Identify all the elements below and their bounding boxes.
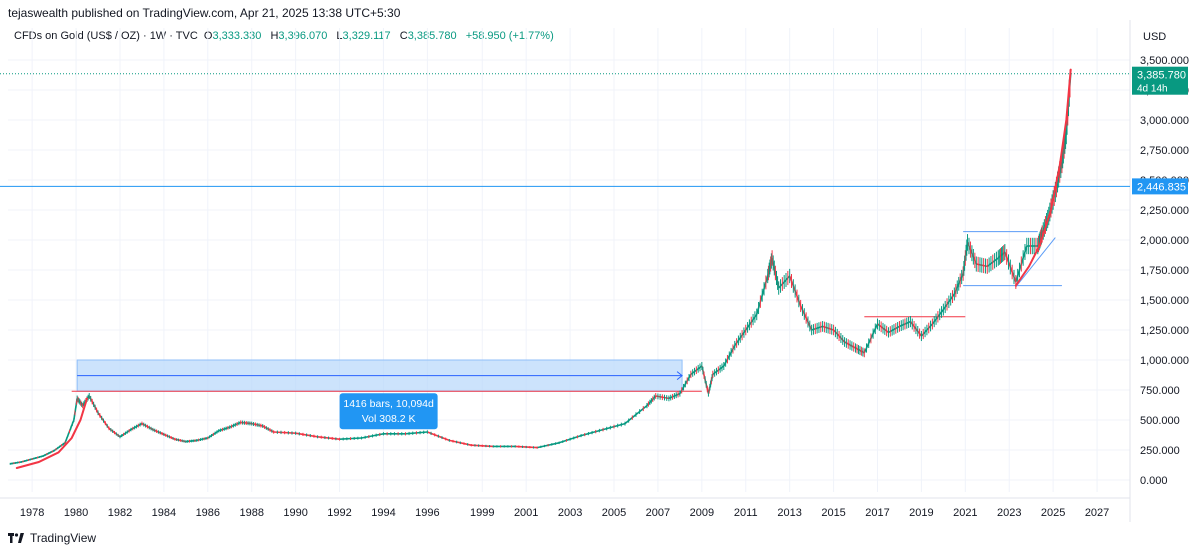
ohlc-legend: CFDs on Gold (US$ / OZ) · 1W · TVC O3,33… xyxy=(14,30,554,42)
measure-label-bars: 1416 bars, 10,094d xyxy=(343,398,434,410)
symbol-label: CFDs on Gold (US$ / OZ) · 1W · TVC xyxy=(14,30,198,42)
x-tick-label: 2015 xyxy=(821,507,845,519)
x-tick-label: 1988 xyxy=(239,507,263,519)
parabolic-curve xyxy=(1014,68,1072,287)
tradingview-logo-icon xyxy=(8,533,24,543)
x-tick-label: 1999 xyxy=(470,507,494,519)
y-tick-label: 3,000.000 xyxy=(1140,115,1189,127)
open-value: 3,333.330 xyxy=(212,30,262,42)
x-tick-label: 2017 xyxy=(865,507,889,519)
change-value: +58.950 (+1.77%) xyxy=(465,30,554,42)
x-tick-label: 2023 xyxy=(997,507,1021,519)
x-tick-label: 2025 xyxy=(1041,507,1065,519)
x-tick-label: 2009 xyxy=(690,507,714,519)
y-tick-label: 1,750.000 xyxy=(1140,265,1189,277)
brand-name: TradingView xyxy=(30,531,97,545)
x-tick-label: 2001 xyxy=(514,507,538,519)
trend-line xyxy=(1015,237,1056,288)
tradingview-brand: TradingView xyxy=(8,531,96,545)
last-price-tag xyxy=(1132,66,1188,95)
x-tick-label: 1980 xyxy=(64,507,88,519)
y-tick-label: 750.000 xyxy=(1140,385,1180,397)
y-tick-label: 0.000 xyxy=(1140,475,1168,487)
x-tick-label: 1996 xyxy=(415,507,439,519)
x-tick-label: 2011 xyxy=(734,507,758,519)
x-tick-label: 1982 xyxy=(108,507,132,519)
y-tick-label: 1,250.000 xyxy=(1140,325,1189,337)
y-tick-label: 2,000.000 xyxy=(1140,235,1189,247)
measure-label-volume: Vol 308.2 K xyxy=(362,413,416,425)
y-tick-label: 250.000 xyxy=(1140,445,1180,457)
low-value: 3,329.117 xyxy=(342,30,391,42)
x-tick-label: 2005 xyxy=(602,507,626,519)
y-tick-label: 500.000 xyxy=(1140,415,1180,427)
x-tick-label: 2021 xyxy=(953,507,977,519)
x-tick-label: 2019 xyxy=(909,507,933,519)
high-key: H xyxy=(270,30,279,42)
publisher-line: tejaswealth published on TradingView.com… xyxy=(8,6,401,20)
close-value: 3,385.780 xyxy=(407,30,457,42)
measure-arrow-head xyxy=(676,371,683,380)
y-tick-label: 3,500.000 xyxy=(1140,55,1189,67)
currency-label: USD xyxy=(1143,31,1166,43)
x-tick-label: 1994 xyxy=(371,507,395,519)
y-tick-label: 1,000.000 xyxy=(1140,355,1189,367)
level-price-tag xyxy=(1132,178,1188,195)
measure-label-box xyxy=(339,393,438,430)
close-key: C xyxy=(399,30,408,42)
x-tick-label: 2027 xyxy=(1085,507,1109,519)
x-tick-label: 1986 xyxy=(196,507,220,519)
x-tick-label: 2003 xyxy=(558,507,582,519)
level-price-tag-text: 2,446.835 xyxy=(1137,181,1186,193)
high-value: 3,396.070 xyxy=(278,30,328,42)
x-tick-label: 2013 xyxy=(777,507,801,519)
x-tick-label: 1978 xyxy=(20,507,44,519)
x-tick-label: 2007 xyxy=(646,507,670,519)
x-tick-label: 1984 xyxy=(152,507,176,519)
y-tick-label: 1,500.000 xyxy=(1140,295,1189,307)
y-tick-label: 2,250.000 xyxy=(1140,205,1189,217)
parabolic-curve xyxy=(15,397,89,469)
x-tick-label: 1992 xyxy=(327,507,351,519)
bar-countdown-text: 4d 14h xyxy=(1137,84,1168,95)
last-price-tag-text: 3,385.780 xyxy=(1137,70,1186,82)
x-tick-label: 1990 xyxy=(283,507,307,519)
y-tick-label: 2,750.000 xyxy=(1140,145,1189,157)
